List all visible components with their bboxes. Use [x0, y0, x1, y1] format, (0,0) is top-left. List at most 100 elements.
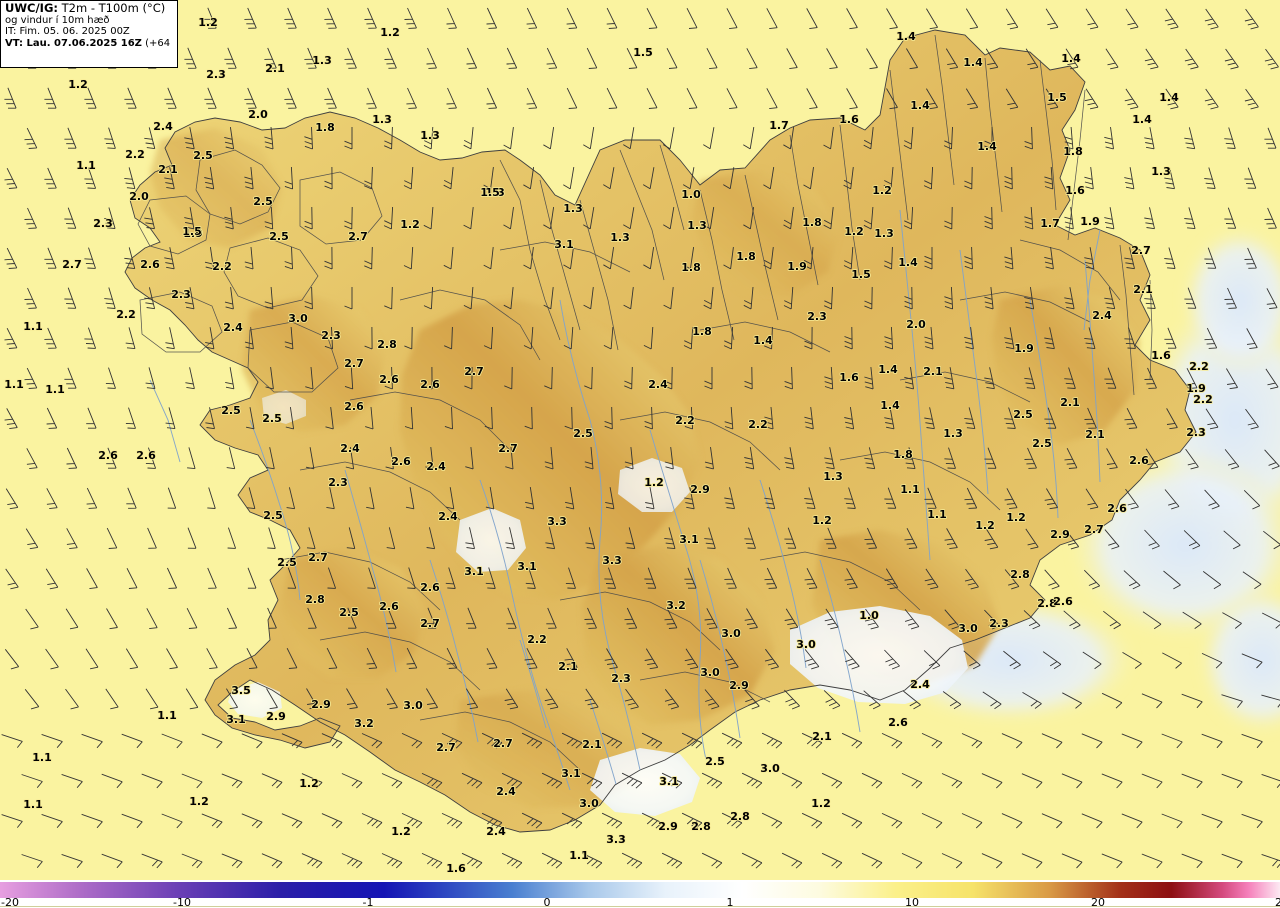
temperature-value-label: 2.2	[1189, 360, 1209, 373]
wind-barb	[686, 87, 698, 109]
wind-barb	[187, 527, 197, 549]
wind-barb	[1084, 247, 1095, 270]
wind-barb	[124, 247, 136, 270]
temperature-value-label: 1.5	[633, 46, 653, 59]
wind-barb	[1044, 327, 1055, 350]
wind-barb	[1084, 88, 1099, 110]
wind-barb	[603, 167, 615, 190]
wind-barb	[124, 167, 136, 190]
wind-barb	[664, 689, 680, 710]
temperature-value-label: 1.2	[400, 218, 420, 231]
wind-barb	[1166, 408, 1178, 430]
wind-barb	[504, 366, 513, 390]
wind-barb	[821, 772, 843, 789]
wind-barb	[364, 326, 373, 350]
wind-barb	[444, 406, 453, 430]
wind-barb	[261, 853, 283, 869]
wind-barb	[982, 691, 1002, 710]
wind-barb	[446, 87, 457, 109]
wind-barb	[224, 127, 235, 150]
temperature-value-label: 2.6	[420, 581, 440, 594]
wind-barb	[664, 447, 674, 470]
wind-barb	[1081, 733, 1103, 749]
wind-barb	[365, 406, 374, 430]
wind-barb	[804, 567, 818, 589]
wind-barb	[584, 366, 593, 390]
temperature-value-label: 1.9	[1014, 342, 1034, 355]
temperature-value-label: 1.6	[1065, 184, 1085, 197]
wind-barb	[503, 127, 514, 150]
wind-barb	[944, 206, 953, 230]
wind-barb	[1104, 529, 1120, 550]
wind-barb	[1164, 327, 1177, 349]
wind-barb	[863, 127, 874, 150]
wind-barb	[583, 207, 595, 230]
wind-barb	[84, 167, 97, 189]
wind-barb	[1183, 530, 1201, 550]
temperature-value-label: 2.6	[1129, 454, 1149, 467]
wind-barb	[563, 247, 574, 270]
wind-barb	[724, 487, 735, 510]
temperature-value-label: 3.3	[606, 833, 626, 846]
temperature-value-label: 2.8	[1037, 597, 1057, 610]
wind-barb	[301, 773, 323, 789]
wind-barb	[344, 47, 357, 69]
wind-barb	[904, 527, 918, 549]
wind-barb	[1121, 813, 1143, 829]
wind-barb	[744, 527, 756, 549]
wind-barb	[1064, 447, 1078, 469]
temperature-value-label: 2.2	[116, 308, 136, 321]
wind-barb	[264, 47, 277, 69]
wind-barb	[786, 48, 798, 70]
wind-barb	[443, 167, 454, 190]
wind-barb	[141, 773, 163, 789]
wind-barb	[1101, 773, 1123, 789]
wind-barb	[823, 690, 841, 710]
temperature-value-label: 1.2	[644, 476, 664, 489]
wind-barb	[1184, 127, 1196, 150]
wind-barb	[383, 206, 394, 230]
wind-barb	[844, 487, 856, 509]
temperature-value-label: 2.3	[611, 672, 631, 685]
wind-barb	[763, 247, 774, 270]
wind-barb	[526, 7, 538, 29]
wind-barb	[44, 167, 57, 189]
wind-barb	[944, 367, 955, 390]
wind-barb	[381, 773, 403, 789]
wind-barb	[106, 447, 117, 469]
wind-barb	[1124, 247, 1135, 270]
wind-barb	[441, 812, 463, 829]
wind-barb	[1204, 489, 1220, 510]
wind-barb	[543, 207, 555, 230]
wind-barb	[806, 8, 818, 30]
wind-barb	[101, 773, 123, 789]
wind-barb	[1125, 8, 1139, 30]
wind-barb	[207, 567, 217, 589]
wind-barb	[881, 732, 903, 749]
wind-barb	[504, 688, 519, 710]
wind-barb	[364, 166, 373, 190]
temperature-value-label: 3.1	[679, 533, 699, 546]
wind-barb	[4, 408, 18, 430]
wind-barb	[21, 854, 43, 868]
wind-barb	[326, 647, 338, 669]
wind-barb	[924, 247, 933, 270]
temperature-value-label: 2.9	[266, 710, 286, 723]
wind-barb	[24, 127, 38, 149]
wind-barb	[621, 852, 643, 869]
wind-barb	[726, 88, 738, 110]
map-canvas[interactable]: 1.2 1.2 1.2 1.5 1.4 1.4 1.4 1.3 2.3 2.1 2.0 1.8 1.3 1…	[0, 0, 1280, 880]
temperature-value-label: 2.3	[989, 617, 1009, 630]
wind-barb	[84, 247, 96, 269]
wind-barb	[663, 287, 674, 310]
wind-barb	[125, 407, 136, 429]
wind-barb	[266, 447, 275, 470]
wind-barb	[525, 567, 536, 589]
wind-barb	[723, 326, 734, 350]
temperature-value-label: 1.3	[874, 227, 894, 240]
wind-barb	[741, 772, 763, 789]
wind-barb	[81, 813, 103, 829]
wind-barb	[364, 7, 377, 29]
wind-barb	[886, 88, 898, 110]
wind-barb	[184, 207, 195, 230]
